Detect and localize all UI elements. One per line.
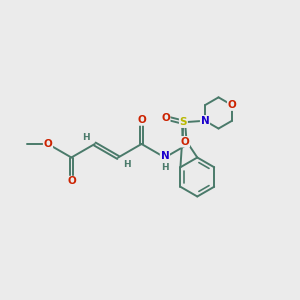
Text: O: O (137, 115, 146, 125)
Text: O: O (181, 137, 189, 147)
Text: H: H (82, 133, 90, 142)
Text: N: N (201, 116, 209, 126)
Text: S: S (180, 117, 187, 127)
Text: H: H (123, 160, 130, 169)
Text: O: O (67, 176, 76, 187)
Text: O: O (161, 113, 170, 123)
Text: H: H (161, 163, 169, 172)
Text: O: O (228, 100, 236, 110)
Text: O: O (44, 139, 52, 149)
Text: N: N (160, 151, 169, 161)
